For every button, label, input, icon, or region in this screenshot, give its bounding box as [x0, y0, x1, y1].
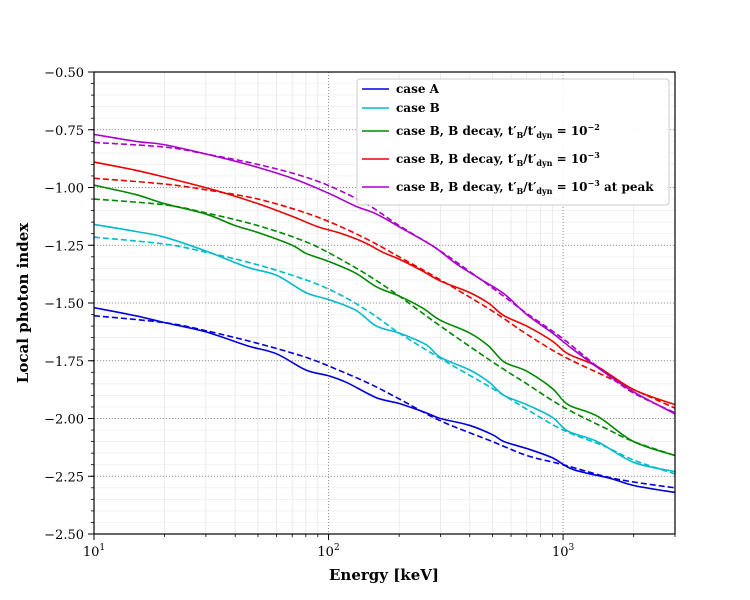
x-axis-label: Energy [keV]: [329, 566, 439, 584]
legend-label: case B, B decay, t′B/t′dyn = 10−3: [396, 150, 600, 168]
y-tick-label: −1.75: [44, 355, 84, 370]
legend-label: case A: [396, 82, 440, 96]
x-tick-label: 102: [317, 543, 339, 560]
y-tick-label: −2.00: [44, 413, 84, 428]
legend-item: case A: [362, 82, 440, 96]
series-1: [93, 306, 676, 494]
y-axis-label: Local photon index: [14, 222, 32, 383]
series-5-solid-line: [93, 133, 676, 415]
series-4-dashed-line: [93, 177, 676, 409]
series-2-solid-line: [93, 223, 676, 473]
series-2: [93, 223, 676, 475]
legend-label: case B: [396, 101, 440, 115]
series-3: [93, 184, 676, 457]
legend-label: case B, B decay, t′B/t′dyn = 10−3 at pea…: [396, 178, 654, 196]
x-tick-label: 103: [552, 543, 575, 560]
axis-ticks: −0.50 −0.75 −1.00 −1.25 −1.50 −1.75 −2.00 −2.25…: [44, 66, 676, 560]
legend-item: case B, B decay, t′B/t′dyn = 10−3: [362, 150, 600, 168]
legend-item: case B, B decay, t′B/t′dyn = 10−3 at pea…: [362, 178, 654, 196]
y-tick-label: −1.25: [44, 239, 84, 254]
y-tick-label: −2.50: [44, 528, 84, 543]
legend: case A case B case B, B decay, t′B/t′dyn =…: [356, 78, 670, 206]
series-1-dashed-line: [93, 314, 676, 489]
legend-label: case B, B decay, t′B/t′dyn = 10−2: [396, 122, 600, 140]
series-3-solid-line: [93, 184, 676, 457]
series-5: [93, 133, 676, 415]
plot-series: [93, 133, 676, 494]
y-tick-label: −1.00: [44, 182, 84, 197]
y-tick-label: −2.25: [44, 470, 84, 485]
series-4-solid-line: [93, 161, 676, 406]
series-1-solid-line: [93, 306, 676, 494]
y-tick-label: −1.50: [44, 297, 84, 312]
legend-item: case B: [362, 101, 440, 115]
series-3-dashed-line: [93, 198, 676, 457]
legend-item: case B, B decay, t′B/t′dyn = 10−2: [362, 122, 600, 140]
y-tick-label: −0.50: [44, 66, 84, 81]
series-4: [93, 161, 676, 409]
y-tick-label: −0.75: [44, 124, 84, 139]
x-tick-label: 101: [83, 543, 105, 560]
legend-box: [356, 78, 670, 206]
